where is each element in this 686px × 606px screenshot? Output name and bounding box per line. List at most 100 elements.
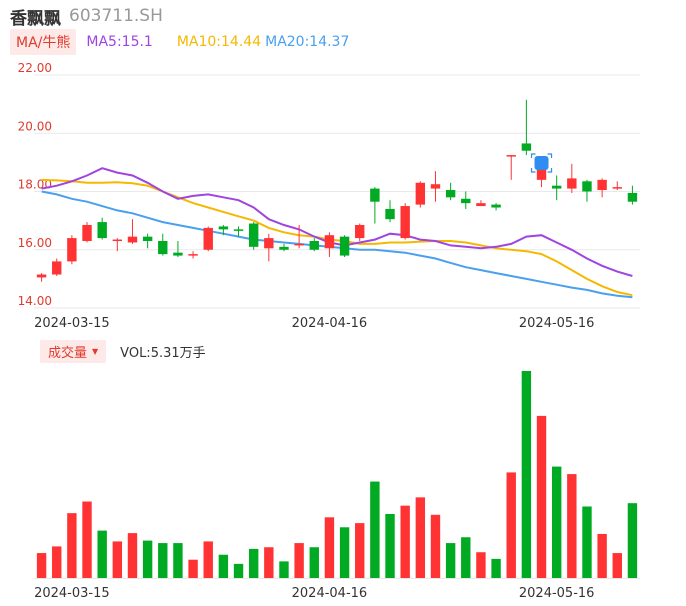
candle bbox=[400, 203, 410, 240]
candle-body bbox=[339, 236, 350, 256]
event-marker-icon bbox=[530, 153, 553, 173]
volume-bar bbox=[294, 543, 304, 578]
candle bbox=[309, 238, 319, 252]
volume-bar bbox=[158, 543, 168, 578]
volume-bar bbox=[582, 506, 592, 578]
ma5-legend: MA5:15.1 bbox=[86, 34, 153, 50]
candle-body bbox=[52, 261, 62, 275]
volume-bar bbox=[264, 547, 274, 578]
candle bbox=[627, 185, 638, 205]
volume-legend: 成交量 ▼ VOL:5.31万手 bbox=[40, 339, 206, 363]
volume-bar bbox=[400, 505, 410, 578]
volume-bar bbox=[82, 501, 92, 578]
candle bbox=[355, 223, 365, 242]
ma20-line bbox=[41, 190, 633, 299]
volume-bar bbox=[536, 415, 547, 578]
candle bbox=[67, 235, 77, 265]
candle bbox=[279, 243, 289, 252]
volume-bar bbox=[430, 514, 441, 578]
x-tick-label: 2024-04-16 bbox=[292, 316, 368, 331]
ma-indicator-selector[interactable]: MA/牛熊 bbox=[10, 29, 77, 55]
y-tick-label: 22.00 bbox=[18, 61, 52, 75]
volume-bar bbox=[127, 533, 138, 578]
candle-body bbox=[127, 236, 138, 243]
volume-bar bbox=[324, 517, 335, 578]
candle bbox=[567, 163, 577, 193]
ma10-line bbox=[41, 178, 633, 297]
candle-body bbox=[506, 155, 516, 157]
volume-bar bbox=[627, 503, 638, 578]
candle-body bbox=[567, 178, 577, 189]
candle bbox=[142, 233, 153, 249]
candle-body bbox=[203, 227, 213, 250]
volume-bar bbox=[567, 474, 577, 578]
candle bbox=[597, 178, 607, 198]
candle-body bbox=[248, 223, 259, 247]
candle bbox=[324, 232, 335, 258]
candle bbox=[582, 179, 592, 202]
volume-bar bbox=[612, 553, 622, 578]
event-marker-frame bbox=[530, 153, 553, 173]
candle-body bbox=[173, 252, 183, 256]
candle-body bbox=[445, 190, 456, 198]
volume-bar bbox=[97, 530, 107, 578]
candle-body bbox=[67, 238, 77, 262]
volume-indicator-selector[interactable]: 成交量 ▼ bbox=[40, 339, 107, 363]
volume-bar bbox=[370, 481, 380, 578]
ma-legend: MA/牛熊 MA5:15.1 MA10:14.44 MA20:14.37 bbox=[10, 29, 350, 55]
caret-down-icon: ▼ bbox=[92, 346, 99, 356]
volume-bar bbox=[188, 559, 198, 578]
candle-body bbox=[294, 243, 304, 246]
ma20-legend: MA20:14.37 bbox=[265, 34, 350, 50]
volume-bar bbox=[491, 558, 501, 578]
x-tick-label: 2024-04-16 bbox=[292, 586, 368, 601]
volume-bar bbox=[233, 563, 244, 578]
candle bbox=[415, 181, 426, 208]
candle bbox=[294, 224, 304, 249]
ma10-legend: MA10:14.44 bbox=[176, 34, 262, 50]
candle bbox=[506, 155, 516, 180]
volume-bar bbox=[52, 546, 62, 578]
volume-bar bbox=[142, 540, 153, 578]
volume-bar bbox=[355, 523, 365, 578]
y-tick-label: 20.00 bbox=[18, 119, 52, 133]
candle bbox=[339, 235, 350, 258]
volume-bar bbox=[309, 547, 319, 578]
candle bbox=[158, 233, 168, 256]
candle bbox=[112, 238, 123, 252]
y-tick-label: 14.00 bbox=[18, 294, 52, 308]
candle bbox=[476, 200, 486, 207]
candle bbox=[173, 241, 183, 258]
volume-bar bbox=[248, 548, 259, 578]
candle bbox=[127, 219, 138, 244]
candle bbox=[218, 224, 229, 236]
volume-bar bbox=[67, 513, 77, 578]
stock-code: 603711.SH bbox=[69, 6, 163, 26]
candle-body bbox=[188, 254, 198, 256]
candle bbox=[36, 273, 47, 282]
volume-bar bbox=[339, 527, 350, 578]
volume-bar bbox=[551, 466, 562, 578]
candle bbox=[445, 182, 456, 201]
volume-label: 成交量 bbox=[48, 345, 88, 361]
candle bbox=[385, 200, 395, 223]
x-tick-label: 2024-05-16 bbox=[519, 316, 595, 331]
x-tick-label: 2024-05-16 bbox=[519, 586, 595, 601]
volume-bar bbox=[476, 552, 486, 578]
candle-body bbox=[551, 185, 562, 189]
event-marker-box bbox=[534, 156, 549, 170]
candle-body bbox=[430, 184, 441, 189]
candle-body bbox=[521, 143, 532, 151]
candle-body bbox=[370, 188, 380, 202]
candle bbox=[233, 226, 244, 237]
y-tick-label: 16.00 bbox=[18, 236, 52, 250]
candle-body bbox=[309, 241, 319, 250]
candle-body bbox=[461, 198, 471, 204]
candle bbox=[97, 217, 107, 240]
candle-body bbox=[36, 274, 47, 278]
candle bbox=[203, 226, 213, 252]
volume-value: VOL:5.31万手 bbox=[120, 345, 206, 361]
volume-bar bbox=[203, 541, 213, 578]
candle bbox=[370, 187, 380, 224]
